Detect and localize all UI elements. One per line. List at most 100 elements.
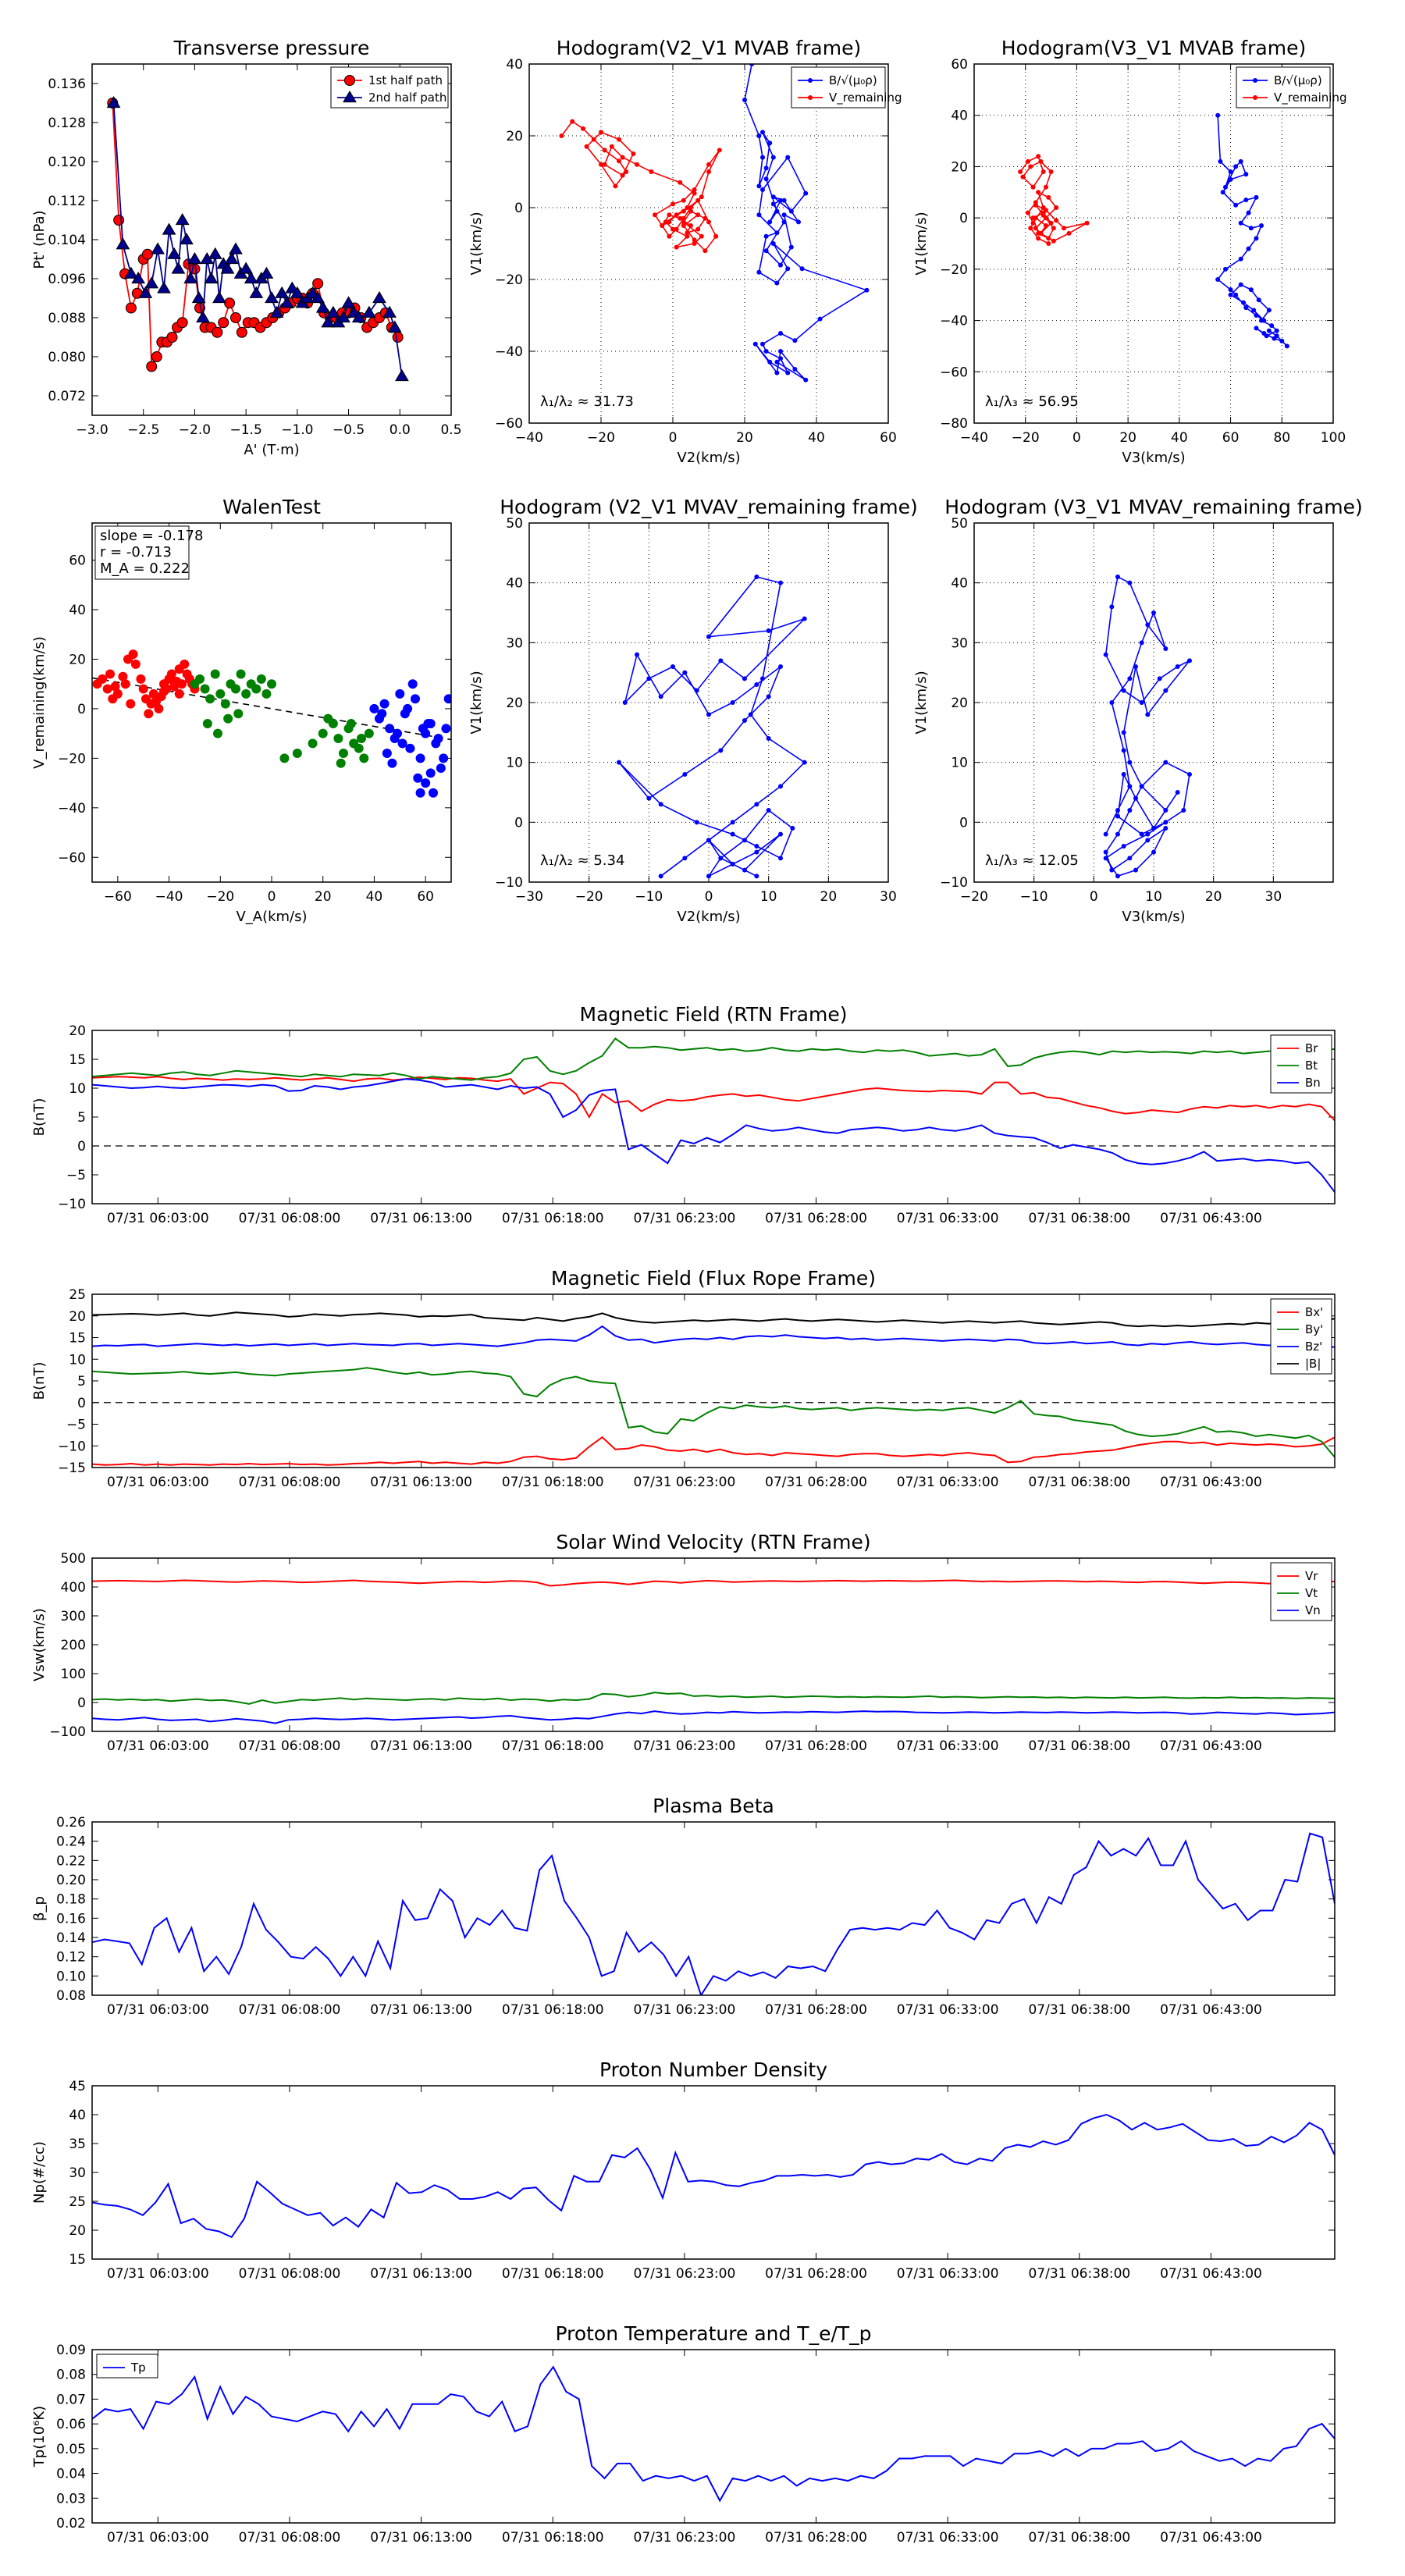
y-tick-label: 0.12 xyxy=(56,1950,86,1966)
y-tick-label: −10 xyxy=(495,875,523,891)
y-tick-label: 0.08 xyxy=(56,1988,86,2004)
x-tick-label: 10 xyxy=(760,889,777,905)
y-tick-label: −80 xyxy=(940,416,968,432)
data-point xyxy=(415,788,425,798)
data-point xyxy=(1139,700,1144,705)
data-point xyxy=(1121,730,1126,735)
data-point xyxy=(231,684,240,694)
y-tick-label: 20 xyxy=(506,696,523,711)
data-point xyxy=(249,286,264,298)
data-point xyxy=(1241,300,1246,305)
series-line-Tp xyxy=(92,2365,1335,2503)
data-point xyxy=(763,349,769,354)
data-point xyxy=(1121,688,1126,693)
time-tick-label: 07/31 06:38:00 xyxy=(1028,1475,1130,1490)
data-point xyxy=(433,734,443,743)
data-point xyxy=(670,201,675,207)
y-tick-label: 0.26 xyxy=(56,1815,86,1831)
y-tick-label: 40 xyxy=(69,603,86,618)
x-tick-label: 60 xyxy=(1222,430,1240,446)
data-point xyxy=(1246,210,1251,215)
y-tick-label: 60 xyxy=(69,553,86,569)
data-point xyxy=(774,359,780,365)
data-point xyxy=(681,197,686,203)
time-tick-label: 07/31 06:08:00 xyxy=(239,1475,341,1490)
data-point xyxy=(682,772,688,777)
y-tick-label: 0.08 xyxy=(56,2368,86,2383)
data-point xyxy=(1233,202,1239,208)
data-point xyxy=(1254,313,1259,318)
data-point xyxy=(1109,604,1115,610)
data-point xyxy=(105,669,115,679)
data-point xyxy=(685,233,690,239)
x-tick-label: −60 xyxy=(104,889,132,905)
legend-label: V_remaining xyxy=(1274,91,1347,105)
data-point xyxy=(602,162,607,167)
data-point xyxy=(1274,328,1279,333)
legend-label: By' xyxy=(1305,1322,1323,1336)
x-axis-label: V3(km/s) xyxy=(1122,450,1185,466)
data-point xyxy=(742,838,747,843)
y-tick-label: 0.096 xyxy=(48,272,86,287)
data-point xyxy=(658,873,663,879)
time-tick-label: 07/31 06:28:00 xyxy=(765,2266,867,2282)
series-line-0 xyxy=(1104,575,1190,877)
chart-title: Hodogram (V2_V1 MVAV_remaining frame) xyxy=(500,496,918,518)
data-point xyxy=(718,748,724,753)
plot-frame xyxy=(91,1557,1336,1732)
data-point xyxy=(224,252,239,265)
data-point xyxy=(774,230,780,236)
data-point xyxy=(796,219,801,225)
data-point xyxy=(754,802,759,807)
data-point xyxy=(803,377,809,382)
plot-area xyxy=(92,1579,1335,1724)
data-point xyxy=(774,208,780,214)
data-point xyxy=(1139,831,1144,837)
x-tick-label: 40 xyxy=(366,889,383,905)
data-point xyxy=(290,286,304,298)
data-point xyxy=(415,753,425,763)
data-point xyxy=(699,233,704,239)
y-tick-label: −20 xyxy=(495,272,523,288)
data-point xyxy=(279,296,294,308)
data-point xyxy=(770,241,776,246)
data-point xyxy=(1030,184,1036,190)
data-point xyxy=(180,233,194,245)
y-tick-label: 300 xyxy=(61,1609,86,1624)
y-tick-label: 40 xyxy=(506,576,523,592)
data-point xyxy=(397,738,407,749)
data-point xyxy=(385,724,395,734)
eigenvalue-ratio-label: λ₁/λ₂ ≈ 5.34 xyxy=(540,852,624,869)
data-point xyxy=(1040,169,1046,174)
data-point xyxy=(229,242,243,254)
plot-frame xyxy=(973,63,1334,424)
data-point xyxy=(785,370,791,375)
y-axis-label: V1(km/s) xyxy=(468,671,485,734)
series-line-1 xyxy=(1019,155,1087,244)
x-tick-label: −1.5 xyxy=(230,422,262,438)
y-tick-label: 60 xyxy=(951,57,968,73)
data-point xyxy=(681,215,686,221)
chart-ts_brtn: 07/31 06:03:00 07/31 06:08:00 07/31 06:13:… xyxy=(31,1003,1336,1226)
data-point xyxy=(204,272,219,284)
x-tick-label: 40 xyxy=(1171,430,1188,446)
time-tick-label: 07/31 06:28:00 xyxy=(765,2530,867,2546)
y-tick-label: −5 xyxy=(66,1418,86,1433)
time-tick-label: 07/31 06:08:00 xyxy=(239,2530,341,2546)
data-point xyxy=(617,158,621,164)
data-point xyxy=(1218,158,1223,164)
data-point xyxy=(788,244,794,250)
data-point xyxy=(792,338,798,343)
data-point xyxy=(706,219,711,225)
data-point xyxy=(321,315,336,328)
data-point xyxy=(778,349,783,354)
chart-title: Magnetic Field (RTN Frame) xyxy=(580,1003,848,1026)
y-tick-label: −15 xyxy=(58,1461,86,1476)
data-point xyxy=(1028,164,1033,169)
data-point xyxy=(754,849,759,855)
data-point xyxy=(269,305,284,318)
y-tick-label: 20 xyxy=(69,652,86,667)
data-point xyxy=(1163,808,1168,813)
legend-label: Bn xyxy=(1305,1076,1321,1090)
